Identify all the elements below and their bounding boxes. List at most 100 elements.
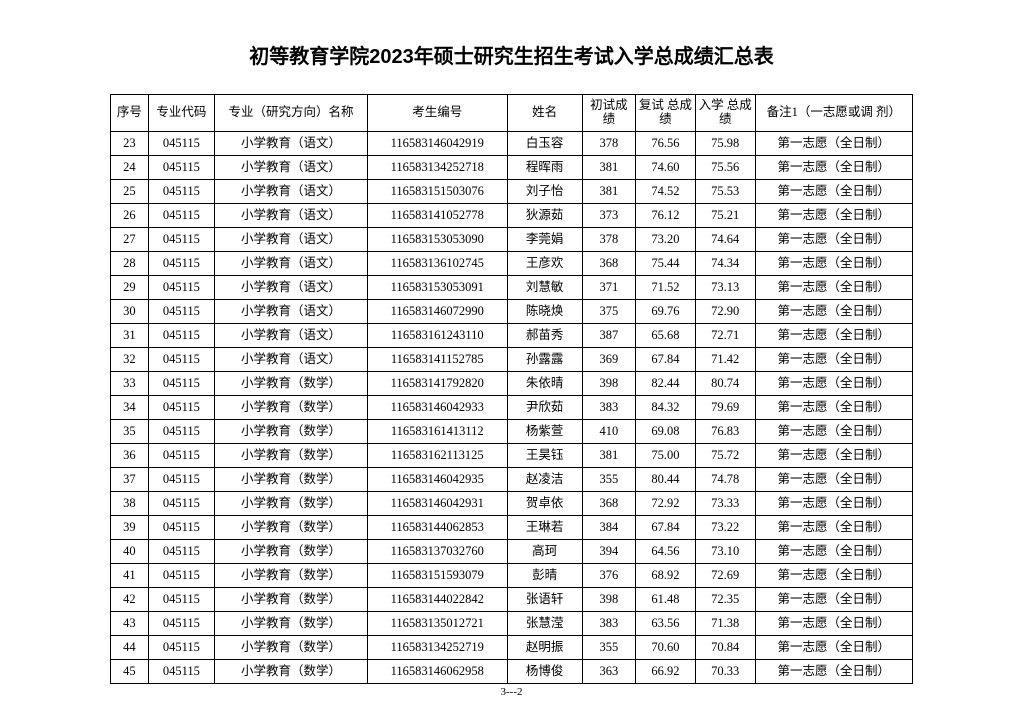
cell-note: 第一志愿（全日制） bbox=[755, 132, 912, 156]
cell-s3: 71.38 bbox=[695, 612, 755, 636]
cell-name: 狄源茹 bbox=[507, 204, 582, 228]
cell-seq: 25 bbox=[111, 180, 149, 204]
cell-s3: 70.33 bbox=[695, 660, 755, 684]
results-table: 序号 专业代码 专业（研究方向）名称 考生编号 姓名 初试成 绩 复试 总成绩 … bbox=[110, 94, 913, 684]
cell-s3: 80.74 bbox=[695, 372, 755, 396]
cell-s1: 355 bbox=[582, 468, 635, 492]
cell-seq: 39 bbox=[111, 516, 149, 540]
cell-code: 045115 bbox=[148, 156, 214, 180]
cell-name: 张慧滢 bbox=[507, 612, 582, 636]
cell-code: 045115 bbox=[148, 492, 214, 516]
table-row: 45045115小学教育（数学）116583146062958杨博俊36366.… bbox=[111, 660, 913, 684]
cell-major: 小学教育（语文） bbox=[215, 180, 368, 204]
cell-id: 116583162113125 bbox=[367, 444, 507, 468]
cell-id: 116583161243110 bbox=[367, 324, 507, 348]
cell-major: 小学教育（数学） bbox=[215, 636, 368, 660]
cell-note: 第一志愿（全日制） bbox=[755, 636, 912, 660]
cell-code: 045115 bbox=[148, 372, 214, 396]
cell-major: 小学教育（语文） bbox=[215, 348, 368, 372]
cell-code: 045115 bbox=[148, 324, 214, 348]
cell-s3: 76.83 bbox=[695, 420, 755, 444]
cell-seq: 28 bbox=[111, 252, 149, 276]
cell-s1: 398 bbox=[582, 588, 635, 612]
cell-name: 李莞娟 bbox=[507, 228, 582, 252]
table-row: 26045115小学教育（语文）116583141052778狄源茹37376.… bbox=[111, 204, 913, 228]
table-row: 42045115小学教育（数学）116583144022842张语轩39861.… bbox=[111, 588, 913, 612]
cell-code: 045115 bbox=[148, 420, 214, 444]
cell-note: 第一志愿（全日制） bbox=[755, 420, 912, 444]
cell-code: 045115 bbox=[148, 636, 214, 660]
cell-s1: 368 bbox=[582, 492, 635, 516]
col-header-code: 专业代码 bbox=[148, 95, 214, 132]
cell-code: 045115 bbox=[148, 516, 214, 540]
cell-s2: 67.84 bbox=[636, 516, 696, 540]
cell-seq: 29 bbox=[111, 276, 149, 300]
cell-id: 116583134252719 bbox=[367, 636, 507, 660]
cell-code: 045115 bbox=[148, 588, 214, 612]
cell-code: 045115 bbox=[148, 444, 214, 468]
cell-id: 116583151503076 bbox=[367, 180, 507, 204]
cell-id: 116583141152785 bbox=[367, 348, 507, 372]
cell-s1: 381 bbox=[582, 444, 635, 468]
page-title: 初等教育学院2023年硕士研究生招生考试入学总成绩汇总表 bbox=[110, 40, 913, 69]
table-row: 23045115小学教育（语文）116583146042919白玉容37876.… bbox=[111, 132, 913, 156]
cell-seq: 41 bbox=[111, 564, 149, 588]
cell-major: 小学教育（语文） bbox=[215, 324, 368, 348]
cell-s1: 376 bbox=[582, 564, 635, 588]
cell-seq: 43 bbox=[111, 612, 149, 636]
table-row: 27045115小学教育（语文）116583153053090李莞娟37873.… bbox=[111, 228, 913, 252]
cell-name: 彭晴 bbox=[507, 564, 582, 588]
cell-major: 小学教育（数学） bbox=[215, 564, 368, 588]
cell-s1: 410 bbox=[582, 420, 635, 444]
cell-name: 陈晓焕 bbox=[507, 300, 582, 324]
cell-note: 第一志愿（全日制） bbox=[755, 300, 912, 324]
cell-seq: 32 bbox=[111, 348, 149, 372]
cell-id: 116583144062853 bbox=[367, 516, 507, 540]
cell-s2: 76.56 bbox=[636, 132, 696, 156]
cell-s2: 65.68 bbox=[636, 324, 696, 348]
cell-code: 045115 bbox=[148, 180, 214, 204]
cell-seq: 24 bbox=[111, 156, 149, 180]
cell-name: 王昊钰 bbox=[507, 444, 582, 468]
cell-seq: 30 bbox=[111, 300, 149, 324]
cell-note: 第一志愿（全日制） bbox=[755, 228, 912, 252]
cell-s2: 63.56 bbox=[636, 612, 696, 636]
cell-s2: 69.76 bbox=[636, 300, 696, 324]
cell-s2: 82.44 bbox=[636, 372, 696, 396]
page-footer: 3---2 bbox=[110, 686, 913, 698]
cell-s3: 72.35 bbox=[695, 588, 755, 612]
cell-major: 小学教育（数学） bbox=[215, 660, 368, 684]
cell-id: 116583146042935 bbox=[367, 468, 507, 492]
cell-s1: 383 bbox=[582, 612, 635, 636]
cell-major: 小学教育（语文） bbox=[215, 156, 368, 180]
cell-name: 白玉容 bbox=[507, 132, 582, 156]
cell-s2: 64.56 bbox=[636, 540, 696, 564]
cell-s2: 70.60 bbox=[636, 636, 696, 660]
cell-note: 第一志愿（全日制） bbox=[755, 396, 912, 420]
table-row: 43045115小学教育（数学）116583135012721张慧滢38363.… bbox=[111, 612, 913, 636]
cell-major: 小学教育（语文） bbox=[215, 204, 368, 228]
cell-name: 郝苗秀 bbox=[507, 324, 582, 348]
cell-major: 小学教育（数学） bbox=[215, 420, 368, 444]
cell-seq: 34 bbox=[111, 396, 149, 420]
cell-s3: 72.90 bbox=[695, 300, 755, 324]
cell-major: 小学教育（数学） bbox=[215, 516, 368, 540]
cell-s1: 378 bbox=[582, 228, 635, 252]
cell-code: 045115 bbox=[148, 540, 214, 564]
cell-s2: 74.52 bbox=[636, 180, 696, 204]
cell-name: 刘慧敏 bbox=[507, 276, 582, 300]
cell-s1: 368 bbox=[582, 252, 635, 276]
cell-seq: 33 bbox=[111, 372, 149, 396]
cell-note: 第一志愿（全日制） bbox=[755, 348, 912, 372]
cell-id: 116583141052778 bbox=[367, 204, 507, 228]
col-header-s1: 初试成 绩 bbox=[582, 95, 635, 132]
cell-major: 小学教育（数学） bbox=[215, 396, 368, 420]
cell-s1: 381 bbox=[582, 156, 635, 180]
cell-s2: 75.00 bbox=[636, 444, 696, 468]
cell-name: 高珂 bbox=[507, 540, 582, 564]
table-row: 34045115小学教育（数学）116583146042933尹欣茹38384.… bbox=[111, 396, 913, 420]
table-row: 40045115小学教育（数学）116583137032760高珂39464.5… bbox=[111, 540, 913, 564]
col-header-name: 姓名 bbox=[507, 95, 582, 132]
cell-id: 116583151593079 bbox=[367, 564, 507, 588]
cell-s2: 71.52 bbox=[636, 276, 696, 300]
